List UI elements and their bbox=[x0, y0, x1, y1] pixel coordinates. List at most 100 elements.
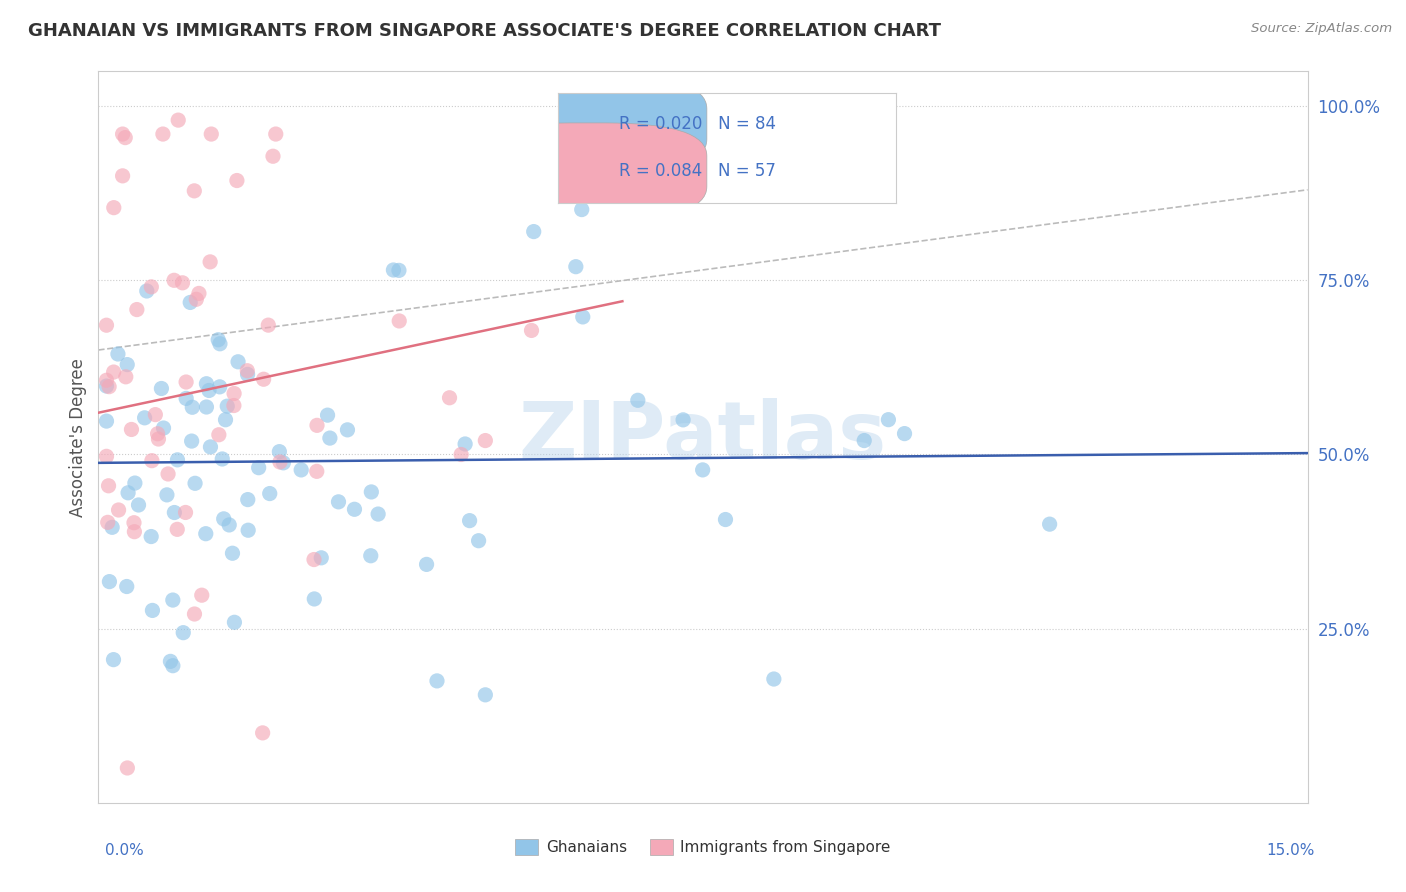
Point bbox=[101, 520, 124, 534]
Legend: Ghanaians, Immigrants from Singapore: Ghanaians, Immigrants from Singapore bbox=[509, 833, 897, 861]
Point bbox=[195, 376, 218, 391]
Point bbox=[382, 263, 405, 277]
Point bbox=[217, 399, 239, 413]
Point bbox=[96, 450, 118, 464]
Point bbox=[180, 434, 202, 448]
Point bbox=[157, 467, 180, 481]
Point bbox=[97, 516, 120, 530]
Text: 15.0%: 15.0% bbox=[1267, 843, 1315, 858]
Point bbox=[200, 440, 222, 454]
Point bbox=[156, 488, 179, 502]
Point bbox=[98, 574, 121, 589]
Point bbox=[214, 413, 236, 427]
Point bbox=[172, 625, 194, 640]
Point bbox=[96, 379, 118, 393]
Point bbox=[181, 401, 204, 415]
Point bbox=[198, 384, 221, 398]
Text: Source: ZipAtlas.com: Source: ZipAtlas.com bbox=[1251, 22, 1392, 36]
Point bbox=[439, 391, 461, 405]
Point bbox=[253, 372, 276, 386]
Point bbox=[194, 526, 217, 541]
Point bbox=[114, 369, 136, 384]
Point bbox=[415, 558, 437, 572]
Point bbox=[319, 431, 342, 445]
Point bbox=[257, 318, 280, 332]
Point bbox=[114, 130, 136, 145]
Point bbox=[225, 173, 247, 187]
Point bbox=[128, 498, 150, 512]
Point bbox=[305, 464, 328, 478]
Text: GHANAIAN VS IMMIGRANTS FROM SINGAPORE ASSOCIATE'S DEGREE CORRELATION CHART: GHANAIAN VS IMMIGRANTS FROM SINGAPORE AS… bbox=[28, 22, 941, 40]
Point bbox=[207, 333, 229, 347]
Point bbox=[111, 169, 134, 183]
Point bbox=[162, 658, 184, 673]
Point bbox=[183, 607, 205, 621]
Point bbox=[458, 514, 481, 528]
Point bbox=[166, 453, 188, 467]
Point bbox=[96, 373, 118, 387]
Point bbox=[115, 580, 138, 594]
Point bbox=[388, 263, 411, 277]
Point bbox=[222, 399, 245, 413]
Point bbox=[146, 426, 169, 441]
Point bbox=[264, 127, 287, 141]
Point bbox=[163, 506, 186, 520]
Point bbox=[96, 318, 118, 333]
Point bbox=[426, 673, 449, 688]
Point bbox=[174, 392, 197, 406]
Point bbox=[309, 550, 332, 565]
Point bbox=[259, 486, 281, 500]
Point bbox=[304, 591, 326, 606]
Y-axis label: Associate's Degree: Associate's Degree bbox=[69, 358, 87, 516]
Point bbox=[520, 323, 543, 337]
Point bbox=[125, 302, 148, 317]
Point bbox=[191, 588, 214, 602]
Point bbox=[224, 615, 246, 630]
Point bbox=[565, 260, 588, 274]
Point bbox=[221, 546, 243, 560]
Point bbox=[174, 506, 197, 520]
Point bbox=[672, 413, 695, 427]
Point bbox=[360, 484, 382, 499]
Point bbox=[367, 507, 389, 521]
Point bbox=[141, 603, 163, 617]
Point bbox=[236, 492, 259, 507]
Point bbox=[107, 503, 129, 517]
Point bbox=[571, 202, 593, 217]
Point bbox=[343, 502, 366, 516]
Point bbox=[195, 400, 218, 414]
Point bbox=[212, 512, 235, 526]
Point bbox=[122, 516, 145, 530]
Point bbox=[450, 448, 472, 462]
Point bbox=[762, 672, 785, 686]
Point bbox=[162, 593, 184, 607]
Point bbox=[692, 463, 714, 477]
Point bbox=[186, 293, 208, 307]
Point bbox=[571, 310, 593, 324]
Point bbox=[183, 184, 205, 198]
Point bbox=[141, 453, 163, 467]
Point bbox=[159, 654, 181, 668]
Point bbox=[1039, 517, 1062, 532]
Point bbox=[174, 375, 197, 389]
Point bbox=[111, 127, 134, 141]
Point bbox=[853, 434, 876, 448]
Point bbox=[208, 427, 231, 442]
Point bbox=[152, 421, 174, 435]
Point bbox=[103, 365, 125, 379]
Point bbox=[627, 393, 650, 408]
Point bbox=[305, 418, 328, 433]
Point bbox=[121, 422, 143, 436]
Point bbox=[316, 408, 339, 422]
Point bbox=[124, 524, 146, 539]
Point bbox=[198, 255, 221, 269]
Point bbox=[96, 414, 118, 428]
Point bbox=[117, 485, 139, 500]
Text: 0.0%: 0.0% bbox=[105, 843, 145, 858]
Point bbox=[269, 455, 291, 469]
Point bbox=[148, 432, 170, 446]
Point bbox=[893, 426, 915, 441]
Point bbox=[302, 552, 325, 566]
Point bbox=[218, 517, 240, 532]
Point bbox=[179, 295, 201, 310]
